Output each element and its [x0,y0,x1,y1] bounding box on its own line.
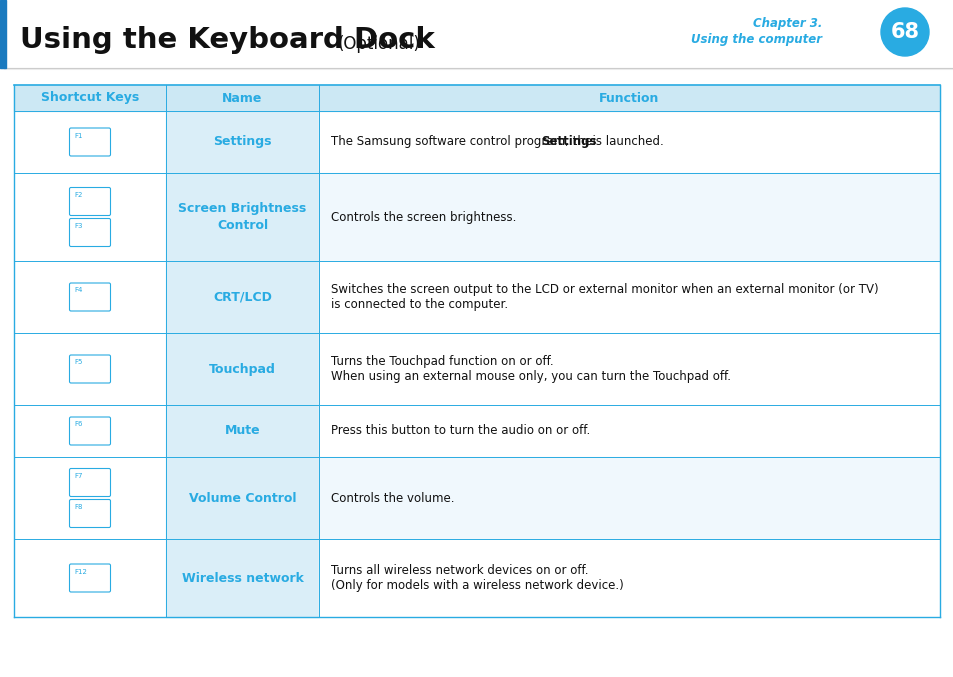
FancyBboxPatch shape [70,417,111,445]
Bar [166,405,318,457]
Text: CRT/LCD: CRT/LCD [213,290,272,303]
Text: Mute: Mute [225,424,260,437]
Text: Settings: Settings [213,135,272,148]
Text: F5: F5 [74,359,82,366]
Text: Press this button to turn the audio on or off.: Press this button to turn the audio on o… [331,424,590,437]
Text: F3: F3 [74,223,82,229]
Bar [166,111,318,173]
Bar [166,539,318,617]
Bar [166,261,318,333]
Text: Turns the Touchpad function on or off.: Turns the Touchpad function on or off. [331,355,553,368]
Text: Using the computer: Using the computer [690,33,821,47]
Bar [318,457,939,539]
Text: Using the Keyboard Dock: Using the Keyboard Dock [20,26,435,54]
FancyBboxPatch shape [70,500,111,527]
Bar [14,333,166,405]
Bar [14,173,166,261]
Bar [14,539,166,617]
Bar [318,405,939,457]
FancyBboxPatch shape [70,128,111,156]
Text: Settings: Settings [540,135,596,148]
Text: (Optional): (Optional) [337,35,420,53]
Text: F12: F12 [74,569,87,575]
Text: When using an external mouse only, you can turn the Touchpad off.: When using an external mouse only, you c… [331,370,730,383]
Bar [318,111,939,173]
Bar [318,261,939,333]
Text: Switches the screen output to the LCD or external monitor when an external monit: Switches the screen output to the LCD or… [331,283,878,296]
Text: F2: F2 [74,192,82,198]
Bar [14,405,166,457]
FancyBboxPatch shape [70,564,111,592]
Text: Turns all wireless network devices on or off.: Turns all wireless network devices on or… [331,564,588,577]
Text: Volume Control: Volume Control [189,492,296,504]
Text: Controls the screen brightness.: Controls the screen brightness. [331,211,516,223]
Text: F6: F6 [74,422,82,427]
Text: The Samsung software control program, the: The Samsung software control program, th… [331,135,596,148]
Text: (Only for models with a wireless network device.): (Only for models with a wireless network… [331,579,623,592]
Text: Chapter 3.: Chapter 3. [752,16,821,30]
Bar [318,539,939,617]
Bar [318,333,939,405]
Bar [14,261,166,333]
Text: F8: F8 [74,504,82,510]
Bar [318,173,939,261]
FancyBboxPatch shape [70,355,111,383]
Bar [14,85,939,111]
FancyBboxPatch shape [70,283,111,311]
Text: is connected to the computer.: is connected to the computer. [331,298,508,311]
Text: , is launched.: , is launched. [584,135,663,148]
Text: Controls the volume.: Controls the volume. [331,492,454,504]
Text: F1: F1 [74,133,82,139]
Text: Function: Function [598,91,659,104]
Bar [166,333,318,405]
Text: 68: 68 [889,22,919,42]
FancyBboxPatch shape [70,468,111,496]
Bar [166,457,318,539]
Circle shape [880,8,928,56]
Text: Wireless network: Wireless network [181,571,303,584]
Bar [14,111,166,173]
Bar [0,0,6,68]
Text: Shortcut Keys: Shortcut Keys [41,91,139,104]
Bar [166,173,318,261]
Text: Name: Name [222,91,262,104]
Text: F7: F7 [74,473,82,479]
Text: Screen Brightness
Control: Screen Brightness Control [178,202,306,232]
Text: F4: F4 [74,288,82,294]
Bar [14,457,166,539]
FancyBboxPatch shape [70,188,111,215]
Text: Touchpad: Touchpad [209,362,275,376]
FancyBboxPatch shape [70,219,111,246]
